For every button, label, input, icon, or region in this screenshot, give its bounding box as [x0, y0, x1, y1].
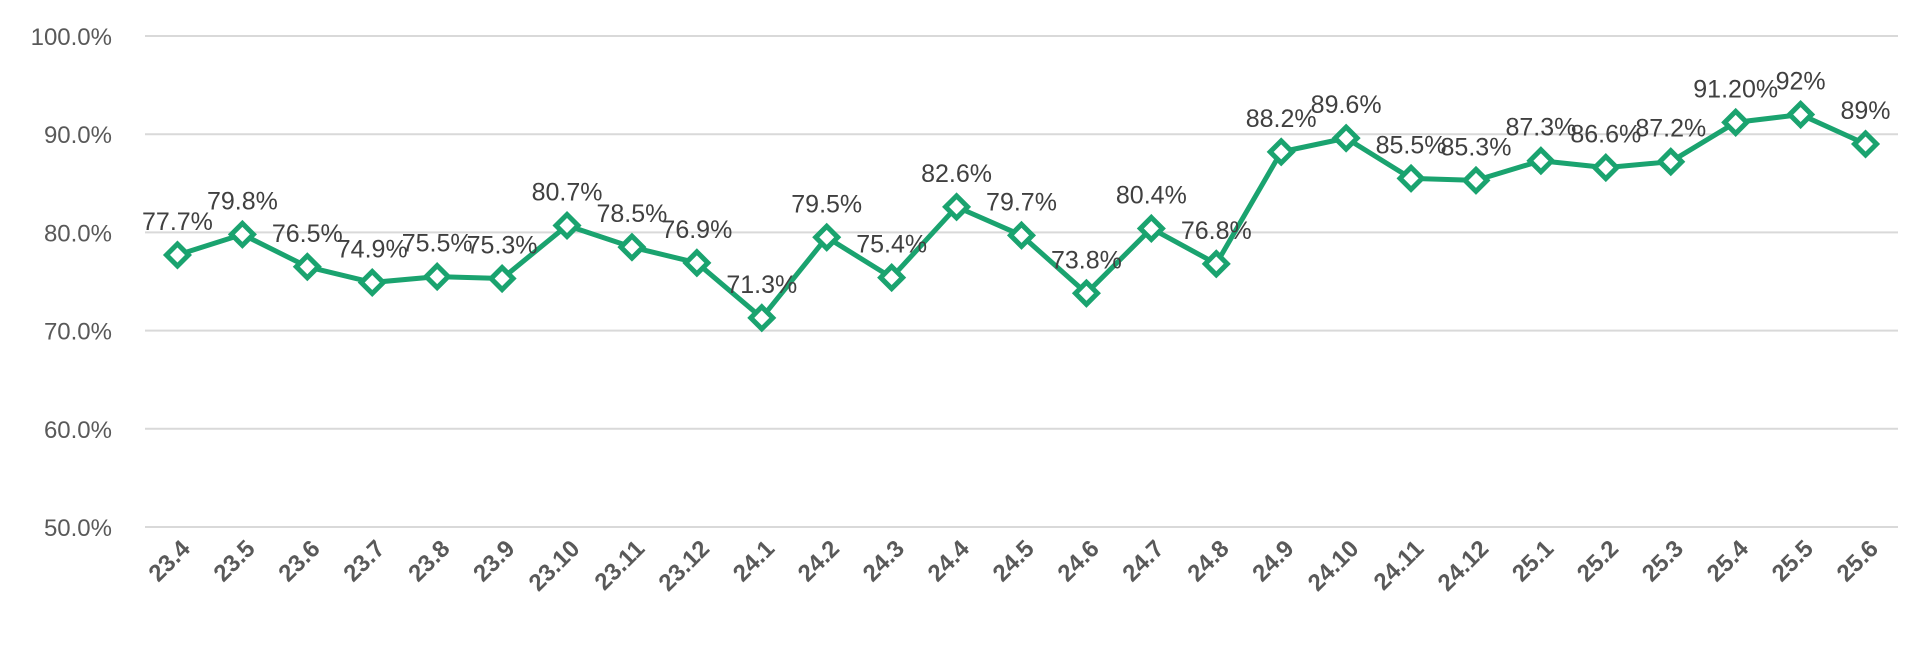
x-tick-label: 24.8: [1182, 535, 1234, 587]
data-label: 75.3%: [467, 232, 538, 260]
x-tick-label: 24.10: [1303, 535, 1365, 597]
x-tick-label: 24.3: [858, 535, 910, 587]
data-point: [487, 264, 517, 294]
data-label: 91.20%: [1693, 75, 1778, 103]
data-point: [942, 192, 972, 222]
data-label: 79.8%: [207, 187, 278, 215]
x-tick-label: 24.6: [1053, 535, 1105, 587]
y-tick-label: 100.0%: [31, 24, 112, 51]
data-label: 79.5%: [791, 190, 862, 218]
x-tick-label: 23.8: [403, 535, 455, 587]
series-markers: [162, 100, 1881, 333]
data-label: 73.8%: [1051, 246, 1122, 274]
x-tick-label: 23.9: [468, 535, 520, 587]
x-tick-label: 24.2: [793, 535, 845, 587]
y-tick-label: 50.0%: [44, 515, 112, 542]
data-point: [877, 263, 907, 293]
data-point: [812, 222, 842, 252]
y-tick-label: 80.0%: [44, 220, 112, 247]
data-point: [1071, 278, 1101, 308]
data-point: [617, 232, 647, 262]
data-label: 71.3%: [726, 271, 797, 299]
data-point: [1461, 165, 1491, 195]
gridlines: [145, 35, 1898, 528]
data-label: 85.5%: [1376, 131, 1447, 159]
x-tick-label: 23.11: [590, 535, 651, 596]
data-point: [1721, 107, 1751, 137]
data-point: [292, 252, 322, 282]
data-label: 80.7%: [532, 179, 603, 207]
data-label: 74.9%: [337, 235, 408, 263]
data-label: 78.5%: [596, 200, 667, 228]
data-label: 76.5%: [272, 220, 343, 248]
data-point: [1786, 100, 1816, 130]
y-axis-tick-labels: 50.0% 60.0% 70.0% 80.0% 90.0% 100.0%: [31, 24, 112, 542]
data-label: 76.8%: [1181, 217, 1252, 245]
x-tick-label: 23.5: [209, 535, 261, 587]
x-tick-label: 24.5: [988, 535, 1040, 587]
data-point: [357, 267, 387, 298]
data-label: 89.6%: [1311, 91, 1382, 119]
data-point: [1851, 129, 1881, 159]
data-label: 79.7%: [986, 188, 1057, 216]
data-point: [162, 240, 192, 270]
data-label: 75.4%: [856, 231, 927, 259]
data-point: [1331, 123, 1361, 153]
data-point: [1266, 137, 1296, 167]
x-tick-label: 24.4: [923, 535, 976, 588]
data-label: 89%: [1841, 97, 1891, 125]
data-label: 76.9%: [661, 216, 732, 244]
x-tick-label: 23.4: [144, 535, 197, 588]
x-tick-label: 23.12: [654, 535, 716, 597]
data-point: [682, 248, 712, 278]
data-point: [1201, 249, 1231, 279]
x-tick-label: 25.6: [1832, 535, 1884, 587]
data-point: [227, 219, 257, 249]
data-label: 87.3%: [1505, 114, 1576, 142]
x-tick-label: 24.9: [1247, 535, 1299, 587]
data-label: 77.7%: [142, 208, 213, 236]
x-tick-label: 24.1: [728, 535, 780, 587]
x-tick-label: 24.12: [1433, 535, 1495, 597]
data-label: 86.6%: [1570, 121, 1641, 149]
x-axis-tick-labels: 23.4 23.5 23.6 23.7 23.8 23.9 23.10 23.11 23.12 2…: [144, 535, 1884, 597]
x-tick-label: 25.1: [1507, 535, 1559, 587]
x-tick-label: 23.10: [524, 535, 586, 597]
x-tick-label: 25.5: [1767, 535, 1819, 587]
x-tick-label: 24.11: [1369, 535, 1430, 596]
y-tick-label: 70.0%: [44, 319, 112, 346]
data-point: [1526, 146, 1556, 176]
data-point: [1006, 220, 1037, 250]
y-tick-label: 60.0%: [44, 417, 112, 444]
data-label: 75.5%: [402, 230, 473, 258]
data-label: 80.4%: [1116, 181, 1187, 209]
data-label: 87.2%: [1635, 115, 1706, 143]
data-point: [1656, 147, 1686, 177]
x-tick-label: 23.7: [338, 535, 390, 587]
data-label: 85.3%: [1441, 133, 1512, 161]
data-point: [1396, 163, 1426, 193]
x-tick-label: 25.3: [1637, 535, 1689, 587]
y-tick-label: 90.0%: [44, 122, 112, 149]
data-point: [1136, 213, 1166, 244]
data-label: 82.6%: [921, 160, 992, 188]
data-point: [1591, 153, 1621, 183]
data-labels: 77.7%79.8% 76.5%74.9%75.5%75.3% 80.7%78.5%…: [142, 68, 1891, 299]
data-label: 92%: [1776, 68, 1826, 96]
data-point: [422, 262, 452, 292]
data-point: [747, 303, 777, 333]
data-point: [552, 210, 582, 241]
x-tick-label: 24.7: [1117, 535, 1169, 587]
data-label: 88.2%: [1246, 105, 1317, 133]
x-tick-label: 23.6: [273, 535, 325, 587]
x-tick-label: 25.4: [1702, 535, 1755, 588]
x-tick-label: 25.2: [1572, 535, 1624, 587]
